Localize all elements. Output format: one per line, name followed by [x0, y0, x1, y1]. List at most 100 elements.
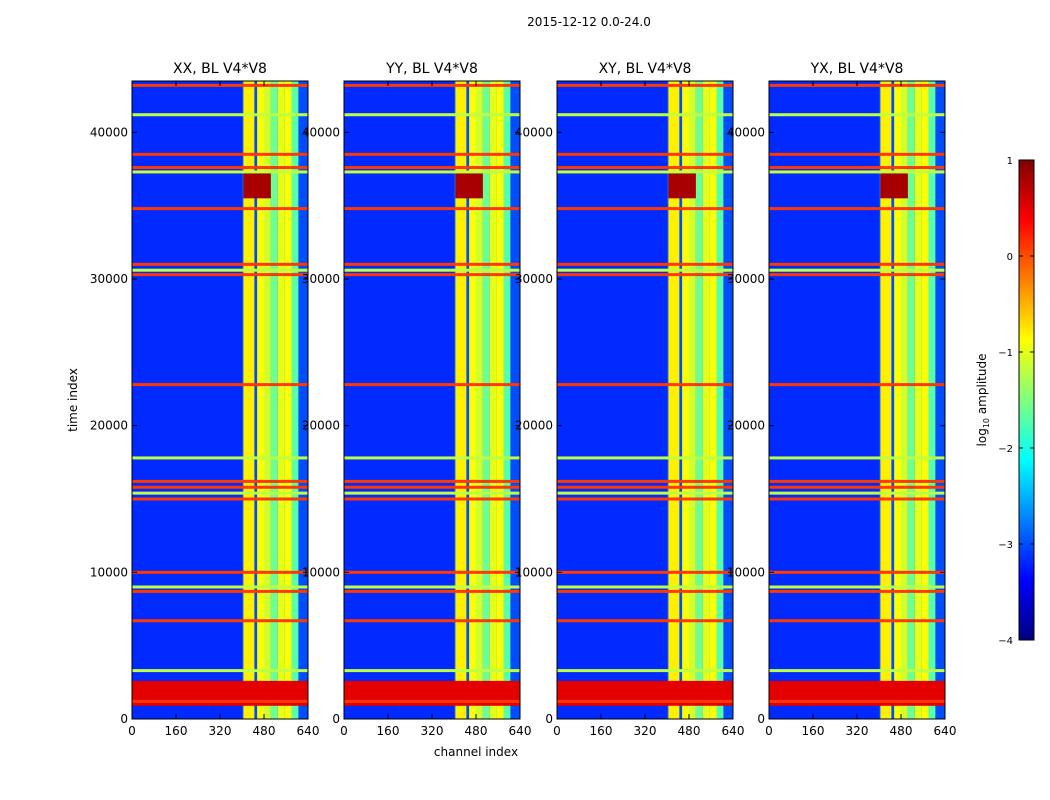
flagged-time-row: [769, 113, 945, 117]
panel-title: XY, BL V4*V8: [599, 61, 692, 77]
rfi-channel-band: [277, 81, 285, 719]
x-tick-label: 0: [128, 724, 136, 738]
flagged-time-row: [557, 456, 733, 460]
flagged-time-row: [132, 152, 308, 156]
flagged-time-row: [132, 383, 308, 387]
rfi-channel-band: [270, 81, 278, 719]
flagged-time-row: [557, 669, 733, 673]
colorbar-tick-label: −3: [998, 540, 1013, 551]
flagged-time-row: [132, 268, 308, 272]
rfi-channel-band: [928, 81, 936, 719]
y-tick-label: 0: [120, 712, 128, 726]
rfi-channel-band: [921, 81, 929, 719]
flagged-time-row: [344, 273, 520, 277]
flagged-time-row: [557, 699, 733, 703]
y-tick-label: 10000: [302, 565, 340, 579]
flagged-time-row: [769, 152, 945, 156]
flagged-time-row: [344, 669, 520, 673]
flagged-time-row: [132, 585, 308, 589]
flagged-time-row: [132, 497, 308, 501]
x-tick-label: 160: [165, 724, 188, 738]
x-tick-label: 160: [377, 724, 400, 738]
colorbar-gradient: [1018, 159, 1035, 641]
flagged-time-row: [344, 619, 520, 623]
flagged-time-row: [769, 479, 945, 483]
flagged-time-row: [769, 273, 945, 277]
flagged-time-row: [344, 497, 520, 501]
flagged-time-row: [344, 479, 520, 483]
flagged-time-row: [132, 570, 308, 574]
flagged-time-row: [769, 262, 945, 266]
x-tick-label: 480: [253, 724, 276, 738]
rfi-channel-band: [907, 81, 915, 719]
flagged-time-row: [769, 207, 945, 211]
heatmap-low-region: [769, 81, 879, 719]
flagged-time-row: [769, 585, 945, 589]
flagged-time-row: [769, 491, 945, 495]
flagged-time-row: [557, 497, 733, 501]
colorbar-label: log10 amplitude: [975, 354, 991, 447]
heatmap-panel-3: YX, BL V4*V8 0 160 320 480 640 0 10000 20000 3000…: [727, 61, 957, 738]
x-axis-label: channel index: [434, 745, 518, 759]
y-tick-label: 30000: [515, 272, 553, 286]
flagged-time-row: [557, 570, 733, 574]
flagged-time-row: [344, 170, 520, 174]
flagged-time-row: [557, 491, 733, 495]
y-tick-label: 0: [545, 712, 553, 726]
y-tick-label: 10000: [515, 565, 553, 579]
flagged-time-row: [132, 589, 308, 593]
flagged-time-row: [132, 207, 308, 211]
rfi-channel-band: [476, 81, 483, 719]
panel-title: XX, BL V4*V8: [173, 61, 267, 77]
x-tick-label: 0: [340, 724, 348, 738]
strong-event: [880, 171, 908, 199]
rfi-channel-band: [284, 81, 292, 719]
flagged-time-row: [557, 268, 733, 272]
flagged-time-row: [344, 491, 520, 495]
flagged-time-row: [132, 456, 308, 460]
flagged-time-row: [344, 113, 520, 117]
rfi-channel-band: [257, 81, 264, 719]
y-tick-label: 30000: [727, 272, 765, 286]
flagged-time-row: [344, 152, 520, 156]
y-tick-label: 40000: [515, 125, 553, 139]
flagged-time-row: [344, 383, 520, 387]
x-tick-label: 480: [890, 724, 913, 738]
rfi-channel-band: [291, 81, 299, 719]
rfi-channel-band: [243, 81, 255, 719]
flagged-time-row: [132, 273, 308, 277]
rfi-channel-band: [901, 81, 908, 719]
flagged-time-row: [344, 570, 520, 574]
flagged-time-row: [557, 207, 733, 211]
rfi-channel-band: [709, 81, 717, 719]
flagged-time-row: [769, 619, 945, 623]
panel-title: YY, BL V4*V8: [385, 61, 478, 77]
rfi-channel-band: [264, 81, 271, 719]
y-tick-label: 10000: [90, 565, 128, 579]
flagged-time-row: [557, 262, 733, 266]
flagged-time-row: [769, 699, 945, 703]
x-tick-label: 320: [634, 724, 657, 738]
flagged-time-row: [557, 585, 733, 589]
flagged-time-row: [769, 485, 945, 489]
y-tick-label: 10000: [727, 565, 765, 579]
y-tick-label: 20000: [515, 419, 553, 433]
flagged-time-row: [769, 456, 945, 460]
flagged-time-row: [132, 619, 308, 623]
y-tick-label: 0: [757, 712, 765, 726]
flagged-time-row: [132, 669, 308, 673]
flagged-time-row: [344, 268, 520, 272]
strong-event: [668, 171, 696, 199]
panel-title: YX, BL V4*V8: [810, 61, 904, 77]
heatmap-panel-1: YY, BL V4*V8 0 160 320 480 640 0 10000 20000 3000…: [302, 61, 532, 738]
x-tick-label: 640: [509, 724, 532, 738]
flagged-time-row: [557, 479, 733, 483]
rfi-channel-band: [716, 81, 724, 719]
flagged-time-row: [557, 166, 733, 170]
flagged-time-row: [769, 268, 945, 272]
flagged-time-row: [344, 589, 520, 593]
x-tick-label: 480: [678, 724, 701, 738]
rfi-channel-band: [914, 81, 922, 719]
colorbar-label-base: log: [975, 428, 989, 446]
